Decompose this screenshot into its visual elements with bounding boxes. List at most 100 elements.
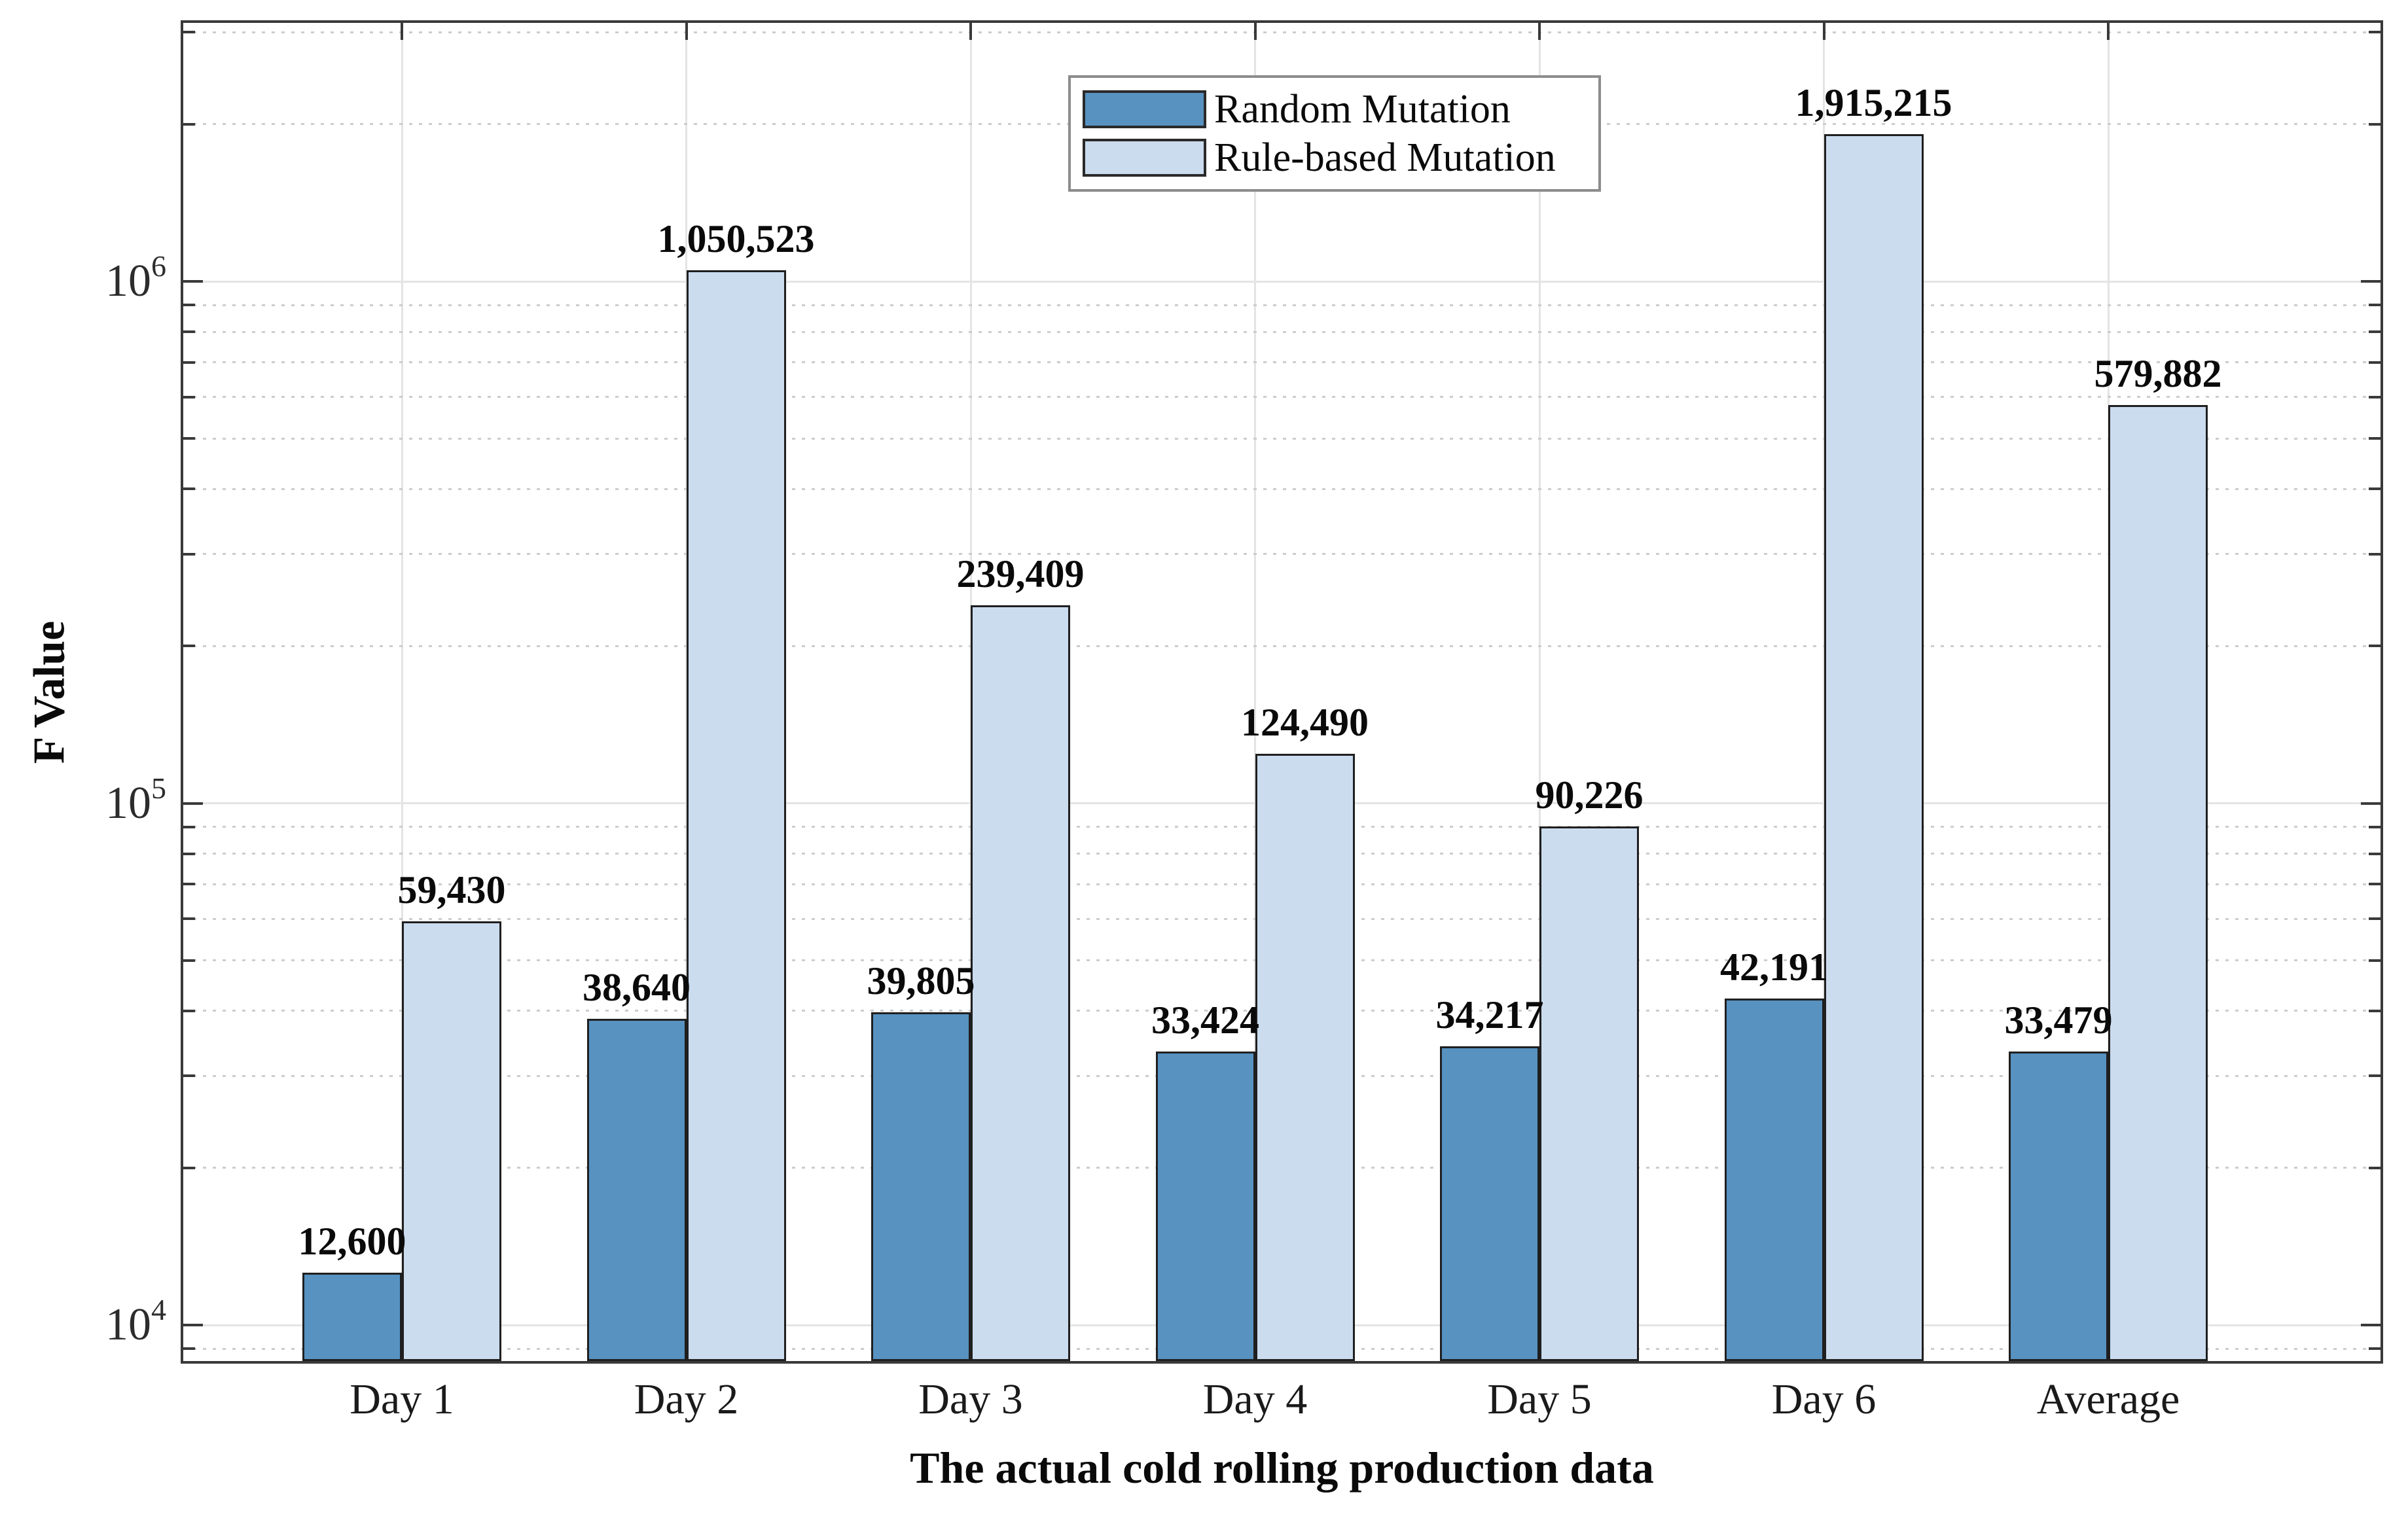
y-axis-major-tick-right [2361, 802, 2381, 805]
bar-value-label: 124,490 [1241, 700, 1369, 744]
bar-random-mutation-7 [2009, 1051, 2108, 1361]
bar-value-label: 239,409 [956, 552, 1085, 596]
bar-rule-based-mutation-3 [971, 605, 1070, 1361]
y-axis-minor-tick-right [2369, 645, 2381, 648]
y-axis-minor-tick-right [2369, 395, 2381, 398]
vertical-gridline [1538, 23, 1541, 1361]
y-axis-minor-tick-right [2369, 959, 2381, 962]
legend-label-random-mutation: Random Mutation [1214, 87, 1511, 132]
bar-value-label: 34,217 [1435, 993, 1544, 1036]
bar-random-mutation-2 [586, 1018, 687, 1361]
x-tick-label: Average [2036, 1375, 2180, 1423]
x-axis-top-tick [685, 23, 688, 40]
y-axis-minor-tick-left [183, 395, 195, 398]
legend-swatch-random-mutation [1083, 90, 1206, 129]
y-axis-major-tick-right [2361, 280, 2381, 283]
horizontal-minor-gridline [183, 487, 2381, 490]
y-axis-minor-tick-left [183, 1347, 195, 1351]
y-axis-major-tick-left [183, 802, 203, 805]
bar-rule-based-mutation-4 [1255, 753, 1355, 1361]
x-tick-label: Day 3 [918, 1375, 1023, 1423]
x-axis-top-tick [1822, 23, 1825, 40]
horizontal-minor-gridline [183, 31, 2381, 33]
y-axis-major-tick-left [183, 1324, 203, 1326]
horizontal-minor-gridline [183, 437, 2381, 440]
x-tick-label: Day 6 [1771, 1375, 1877, 1423]
x-axis-top-tick [2107, 23, 2110, 40]
horizontal-minor-gridline [183, 645, 2381, 647]
y-axis-minor-tick-left [183, 487, 195, 491]
y-axis-minor-tick-left [183, 1009, 195, 1012]
y-axis-major-tick-left [183, 280, 203, 283]
legend-item-random-mutation: Random Mutation [1083, 89, 1598, 130]
x-axis-top-tick [401, 23, 403, 40]
legend: Random Mutation Rule-based Mutation [1068, 75, 1601, 192]
bar-rule-based-mutation-2 [686, 270, 786, 1361]
bar-value-label: 33,479 [2004, 998, 2113, 1042]
x-axis-top-tick [1538, 23, 1541, 40]
x-tick-label: Day 2 [634, 1375, 739, 1423]
y-axis-minor-tick-left [183, 959, 195, 962]
legend-item-rule-based-mutation: Rule-based Mutation [1083, 137, 1598, 178]
y-axis-minor-tick-right [2369, 552, 2381, 556]
y-axis-minor-tick-left [183, 552, 195, 556]
y-axis-minor-tick-left [183, 852, 195, 855]
y-tick-label: 104 [105, 1293, 166, 1351]
y-axis-minor-tick-right [2369, 487, 2381, 491]
y-axis-minor-tick-right [2369, 852, 2381, 855]
bar-value-label: 12,600 [298, 1219, 406, 1263]
bar-random-mutation-1 [302, 1272, 402, 1361]
x-tick-label: Day 4 [1202, 1375, 1308, 1423]
legend-label-rule-based-mutation: Rule-based Mutation [1214, 135, 1556, 180]
y-axis-minor-tick-left [183, 122, 195, 126]
y-axis-label: F Value [24, 620, 74, 764]
y-axis-minor-tick-left [183, 361, 195, 364]
bar-value-label: 90,226 [1535, 773, 1644, 817]
y-axis-minor-tick-right [2369, 1009, 2381, 1012]
bar-random-mutation-5 [1440, 1046, 1539, 1361]
x-axis-label: The actual cold rolling production data [910, 1443, 1654, 1493]
vertical-gridline [1254, 23, 1256, 1361]
y-axis-minor-tick-left [183, 825, 195, 828]
y-axis-minor-tick-right [2369, 437, 2381, 440]
bar-random-mutation-6 [1724, 999, 1824, 1361]
legend-swatch-rule-based-mutation [1083, 138, 1206, 177]
y-axis-minor-tick-right [2369, 122, 2381, 126]
y-axis-minor-tick-right [2369, 917, 2381, 921]
bar-random-mutation-4 [1155, 1052, 1255, 1361]
bar-rule-based-mutation-5 [1539, 826, 1639, 1361]
y-axis-minor-tick-right [2369, 361, 2381, 364]
horizontal-minor-gridline [183, 304, 2381, 306]
vertical-gridline [401, 23, 403, 1361]
y-axis-minor-tick-left [183, 1074, 195, 1078]
y-axis-minor-tick-right [2369, 330, 2381, 334]
y-tick-label: 105 [105, 771, 166, 828]
bar-value-label: 39,805 [867, 959, 975, 1002]
horizontal-minor-gridline [183, 361, 2381, 364]
bar-value-label: 59,430 [397, 868, 506, 911]
x-tick-label: Day 5 [1487, 1375, 1592, 1423]
y-axis-minor-tick-right [2369, 304, 2381, 307]
y-axis-minor-tick-right [2369, 1347, 2381, 1351]
y-axis-minor-tick-right [2369, 1166, 2381, 1169]
x-axis-top-tick [969, 23, 972, 40]
y-axis-minor-tick-left [183, 1166, 195, 1169]
horizontal-minor-gridline [183, 553, 2381, 556]
bar-value-label: 1,915,215 [1795, 80, 1952, 124]
y-axis-minor-tick-left [183, 31, 195, 34]
bar-value-label: 38,640 [583, 965, 691, 1009]
y-axis-minor-tick-left [183, 330, 195, 334]
y-axis-minor-tick-left [183, 883, 195, 886]
horizontal-gridline [183, 280, 2381, 283]
bar-rule-based-mutation-7 [2108, 404, 2208, 1361]
bar-value-label: 1,050,523 [657, 217, 815, 260]
bar-rule-based-mutation-6 [1824, 133, 1924, 1361]
bar-rule-based-mutation-1 [402, 921, 501, 1361]
y-axis-minor-tick-left [183, 645, 195, 648]
bar-random-mutation-3 [871, 1012, 971, 1361]
bar-value-label: 42,191 [1720, 946, 1828, 989]
horizontal-minor-gridline [183, 330, 2381, 333]
y-tick-label: 106 [105, 249, 166, 307]
y-axis-minor-tick-right [2369, 825, 2381, 828]
